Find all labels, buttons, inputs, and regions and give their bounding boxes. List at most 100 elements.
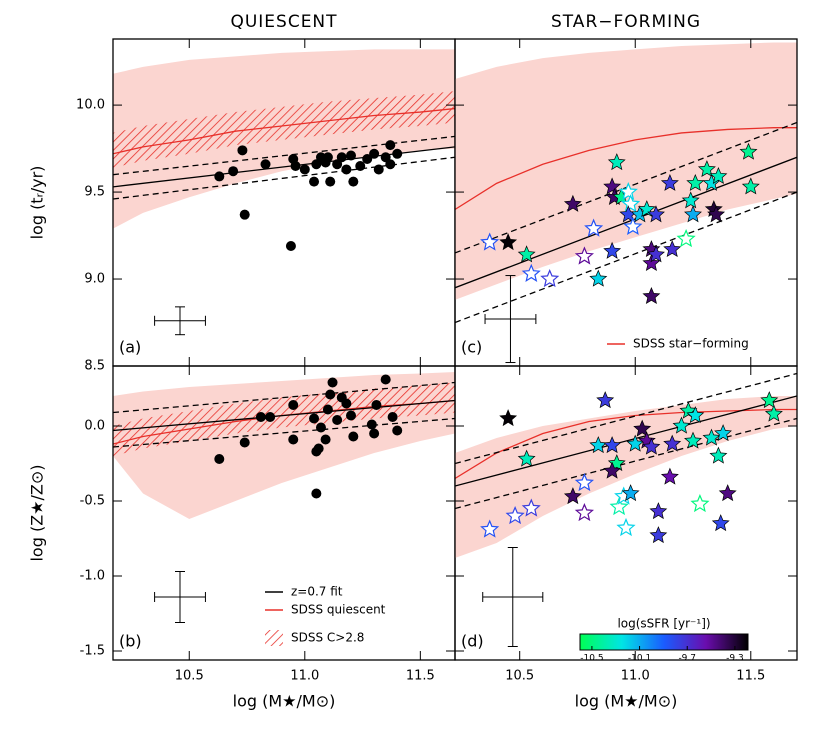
- trend-line: [113, 135, 455, 176]
- trend-line: [455, 395, 797, 487]
- trend-line: [113, 381, 455, 414]
- galaxy-point: [341, 398, 352, 409]
- galaxy-point: [348, 176, 359, 187]
- galaxy-star: [603, 461, 622, 479]
- galaxy-star: [690, 493, 710, 513]
- galaxy-star: [480, 519, 500, 538]
- galaxy-star: [574, 246, 594, 265]
- galaxy-star: [563, 487, 582, 505]
- trend-line: [455, 127, 797, 211]
- galaxy-point: [325, 176, 336, 187]
- y-axis-label: log (Z★/Z⊙): [28, 464, 47, 561]
- legend-label: SDSS quiescent: [291, 603, 386, 617]
- colorbar-tick-label: -9.7: [678, 654, 696, 664]
- galaxy-star: [686, 173, 705, 191]
- legend-label: SDSS C>2.8: [291, 631, 364, 645]
- galaxy-point: [387, 412, 398, 422]
- galaxy-star: [589, 269, 608, 287]
- panel-label: (c): [461, 338, 482, 357]
- galaxy-point: [355, 160, 366, 171]
- panel-label: (b): [119, 632, 142, 651]
- galaxy-point: [366, 419, 377, 430]
- galaxy-point: [239, 437, 250, 448]
- trend-line: [455, 417, 797, 510]
- colorbar-tick-label: -9.3: [726, 654, 744, 664]
- galaxy-point: [237, 145, 248, 156]
- galaxy-point: [288, 400, 299, 410]
- panel-label: (d): [461, 632, 484, 651]
- galaxy-star: [607, 153, 626, 171]
- galaxy-star: [647, 205, 665, 223]
- galaxy-point: [309, 176, 320, 187]
- galaxy-star: [760, 391, 779, 409]
- galaxy-point: [315, 422, 326, 433]
- galaxy-point: [260, 159, 271, 170]
- galaxy-star: [649, 502, 668, 520]
- galaxy-point: [285, 240, 296, 251]
- galaxy-star: [709, 166, 728, 185]
- x-axis-label: log (M★/M⊙): [233, 692, 336, 711]
- galaxy-star: [663, 240, 682, 258]
- galaxy-point: [325, 389, 336, 400]
- trend-line: [113, 107, 455, 155]
- y-tick-label: -1.5: [80, 644, 105, 659]
- galaxy-point: [214, 454, 225, 464]
- galaxy-star: [681, 191, 700, 209]
- panel: [455, 42, 797, 324]
- galaxy-star: [642, 286, 661, 305]
- galaxy-star: [711, 514, 730, 532]
- galaxy-star: [603, 177, 622, 195]
- galaxy-point: [228, 166, 239, 177]
- galaxy-point: [371, 400, 382, 410]
- galaxy-point: [320, 434, 331, 445]
- legend-label: SDSS star−forming: [633, 337, 749, 351]
- colorbar: [579, 633, 749, 651]
- y-tick-label: -0.5: [80, 494, 105, 509]
- galaxy-point: [385, 159, 396, 170]
- legend-label: z=0.7 fit: [291, 585, 343, 599]
- galaxy-point: [385, 140, 396, 151]
- galaxy-star: [584, 218, 604, 237]
- galaxy-point: [265, 412, 276, 422]
- galaxy-point: [290, 160, 301, 171]
- galaxy-point: [313, 443, 324, 454]
- galaxy-point: [255, 412, 266, 422]
- galaxy-star: [684, 431, 702, 449]
- galaxy-star: [618, 182, 638, 201]
- galaxy-star: [499, 233, 518, 251]
- y-tick-label: -1.0: [80, 569, 105, 584]
- galaxy-star: [603, 241, 622, 259]
- galaxy-star: [621, 194, 641, 213]
- galaxy-star: [718, 484, 737, 502]
- trend-line: [455, 156, 797, 289]
- galaxy-point: [299, 164, 310, 175]
- galaxy-star: [663, 434, 682, 452]
- y-tick-label: 9.5: [84, 185, 105, 200]
- y-axis-label: log (tᵣ/yr): [28, 166, 47, 240]
- galaxy-star: [480, 232, 500, 251]
- galaxy-star: [676, 228, 696, 248]
- galaxy-star: [521, 263, 541, 282]
- colorbar-tick-label: -10.5: [580, 654, 603, 664]
- galaxy-star: [660, 173, 679, 191]
- galaxy-point: [309, 413, 320, 424]
- galaxy-star: [714, 424, 732, 442]
- galaxy-star: [626, 434, 645, 452]
- galaxy-star: [574, 502, 594, 522]
- galaxy-star: [672, 416, 691, 434]
- galaxy-point: [346, 150, 357, 161]
- trend-line: [455, 191, 797, 324]
- galaxy-star: [563, 194, 582, 212]
- galaxy-star: [697, 160, 716, 178]
- galaxy-point: [346, 410, 357, 421]
- x-tick-label: 11.0: [290, 669, 319, 684]
- galaxy-star: [642, 253, 661, 272]
- galaxy-star: [517, 449, 536, 467]
- x-axis-label: log (M★/M⊙): [575, 692, 678, 711]
- galaxy-star: [686, 406, 705, 424]
- galaxy-star: [707, 205, 726, 223]
- galaxy-point: [392, 425, 403, 436]
- y-tick-label: 9.0: [84, 272, 105, 287]
- galaxy-star: [574, 472, 594, 492]
